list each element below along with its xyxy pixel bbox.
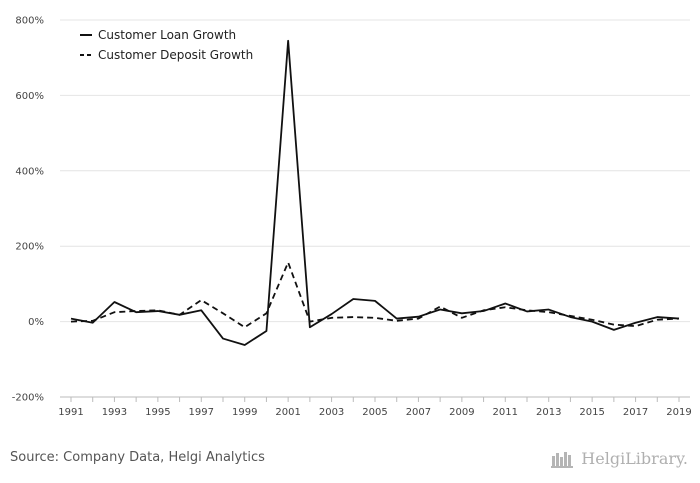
y-tick-label: 800% <box>15 16 44 27</box>
x-tick-label: 1999 <box>232 407 257 418</box>
legend-label: Customer Deposit Growth <box>98 48 253 62</box>
series-line-customer-deposit-growth <box>70 261 680 329</box>
y-tick-label: 200% <box>15 242 44 253</box>
y-tick-label: 0% <box>28 317 44 328</box>
y-tick-label: 600% <box>15 91 44 102</box>
brand-logo: HelgiLibrary. <box>551 449 688 468</box>
x-tick-label: 2011 <box>493 407 518 418</box>
x-tick-label: 1991 <box>58 407 83 418</box>
x-tick-label: 2017 <box>623 407 648 418</box>
x-tick-label: 1995 <box>145 407 170 418</box>
brand-name: HelgiLibrary. <box>581 449 688 468</box>
x-tick-label: 2003 <box>319 407 344 418</box>
series-line-customer-loan-growth <box>70 39 680 346</box>
source-note: Source: Company Data, Helgi Analytics <box>10 450 265 465</box>
x-tick-label: 2005 <box>362 407 387 418</box>
x-tick-label: 2007 <box>406 407 431 418</box>
x-tick-label: 2013 <box>536 407 561 418</box>
y-tick-label: 400% <box>15 166 44 177</box>
x-axis-labels: 1991 1993 1995 1997 1999 2001 2003 2005 2007 2009… <box>58 407 691 418</box>
x-tick-label: 2019 <box>666 407 691 418</box>
grid-lines <box>60 19 690 323</box>
library-icon <box>551 451 574 468</box>
x-axis <box>60 396 690 402</box>
series-lines <box>70 39 680 346</box>
legend-label: Customer Loan Growth <box>98 28 236 42</box>
y-axis-labels: 800% 600% 400% 200% 0% -200% <box>12 16 44 404</box>
x-tick-label: 2001 <box>275 407 300 418</box>
legend: Customer Loan Growth Customer Deposit Gro… <box>80 28 253 62</box>
x-tick-label: 1997 <box>189 407 214 418</box>
x-tick-label: 2009 <box>449 407 474 418</box>
x-tick-label: 2015 <box>579 407 604 418</box>
x-tick-label: 1993 <box>102 407 127 418</box>
y-tick-label: -200% <box>12 393 44 404</box>
